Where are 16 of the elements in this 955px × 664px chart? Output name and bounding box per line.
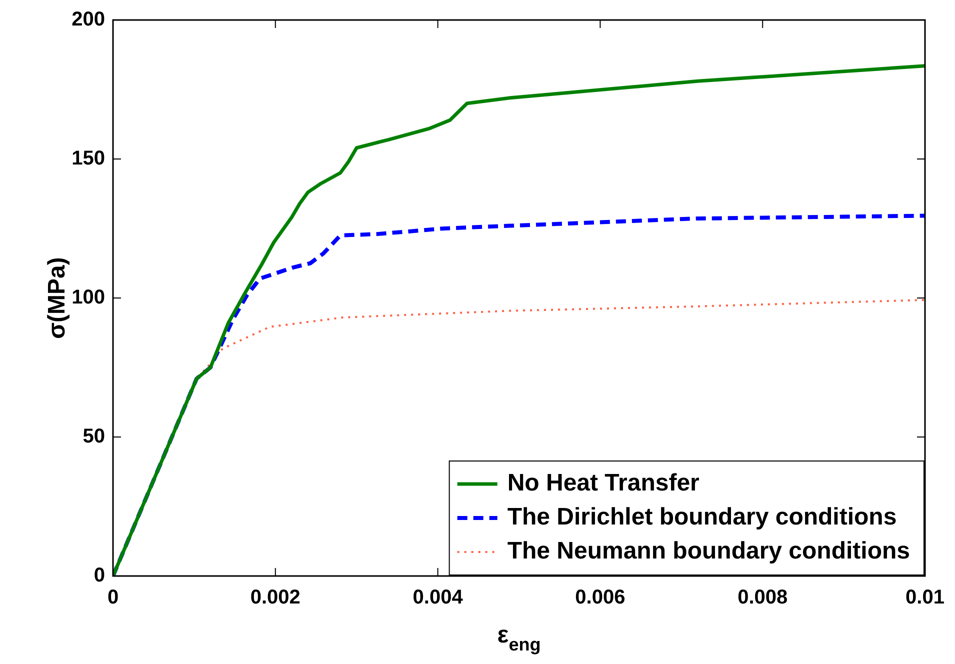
x-tick-label: 0 (107, 586, 119, 609)
y-tick-label: 50 (82, 426, 105, 448)
y-tick-label: 0 (94, 564, 105, 587)
y-tick-label: 200 (72, 8, 105, 31)
legend-label: No Heat Transfer (507, 470, 700, 497)
legend-label: The Neumann boundary conditions (507, 538, 910, 565)
y-tick-label: 150 (72, 148, 105, 170)
line-series (113, 214, 925, 576)
x-tick-label: 0.006 (575, 586, 626, 609)
legend-label: The Dirichlet boundary conditions (507, 504, 897, 531)
x-tick-label: 0.008 (738, 586, 788, 609)
x-tick-label: 0.002 (250, 586, 300, 609)
x-tick-label: 0.01 (906, 586, 944, 609)
y-axis-title: σ(MPa) (44, 257, 71, 339)
y-tick-label: 100 (72, 286, 105, 309)
x-tick-label: 0.004 (412, 586, 464, 609)
